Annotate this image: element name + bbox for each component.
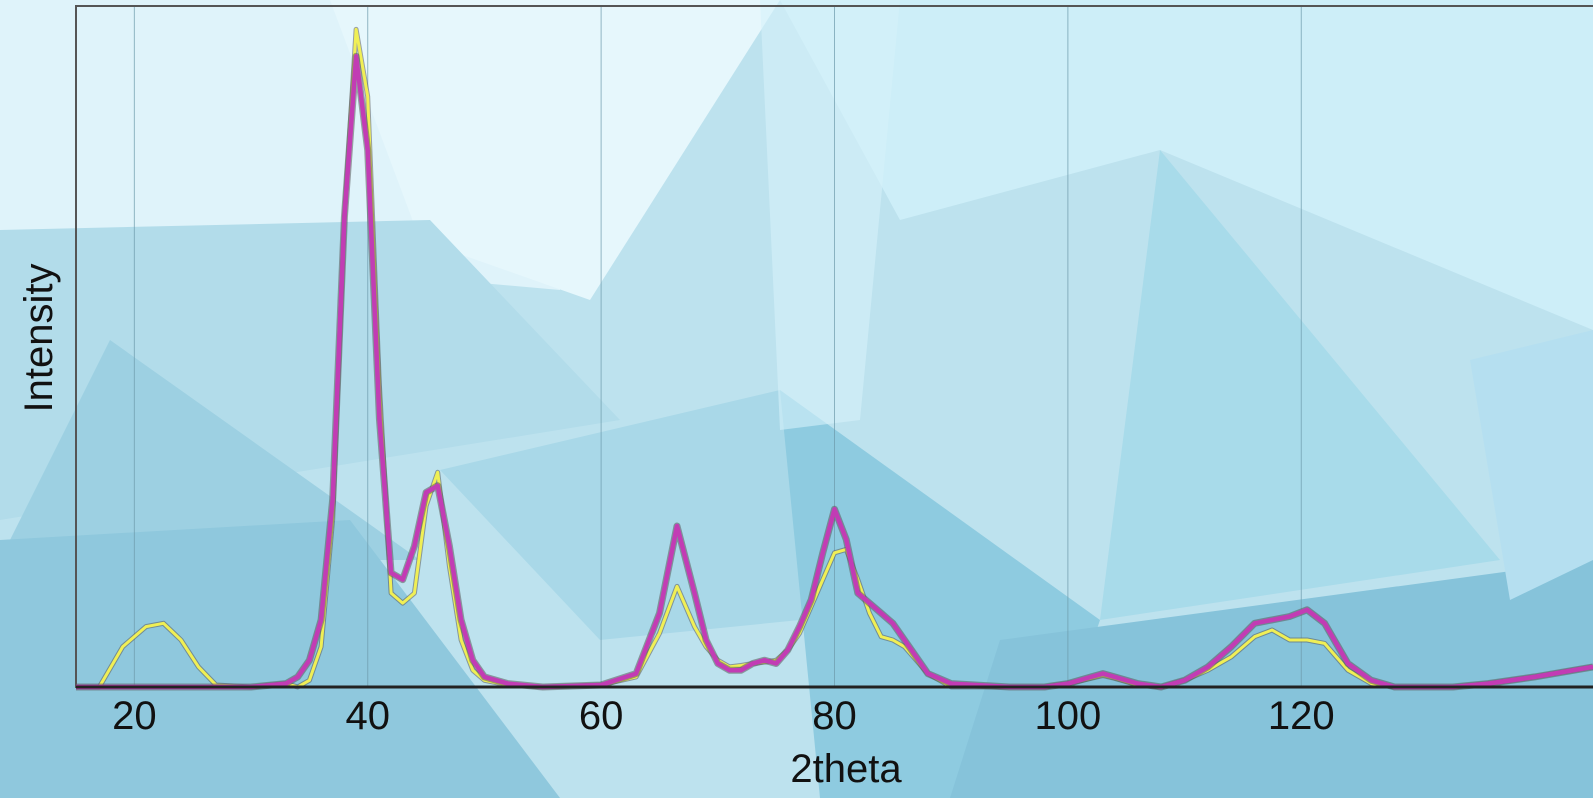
x-tick-label: 100 xyxy=(1035,694,1102,738)
x-axis-title: 2theta xyxy=(790,747,902,791)
x-tick-label: 120 xyxy=(1268,694,1335,738)
x-tick-label: 40 xyxy=(345,694,390,738)
x-tick-labels: 20 40 60 80 100 120 xyxy=(112,694,1335,738)
series-2-line xyxy=(76,54,1593,690)
x-tick-label: 80 xyxy=(812,694,857,738)
series-group xyxy=(76,26,1593,691)
x-tick-label: 20 xyxy=(112,694,157,738)
vertical-gridlines xyxy=(133,6,1302,687)
x-tick-label: 60 xyxy=(579,694,624,738)
y-axis-title: Intensity xyxy=(17,264,61,413)
